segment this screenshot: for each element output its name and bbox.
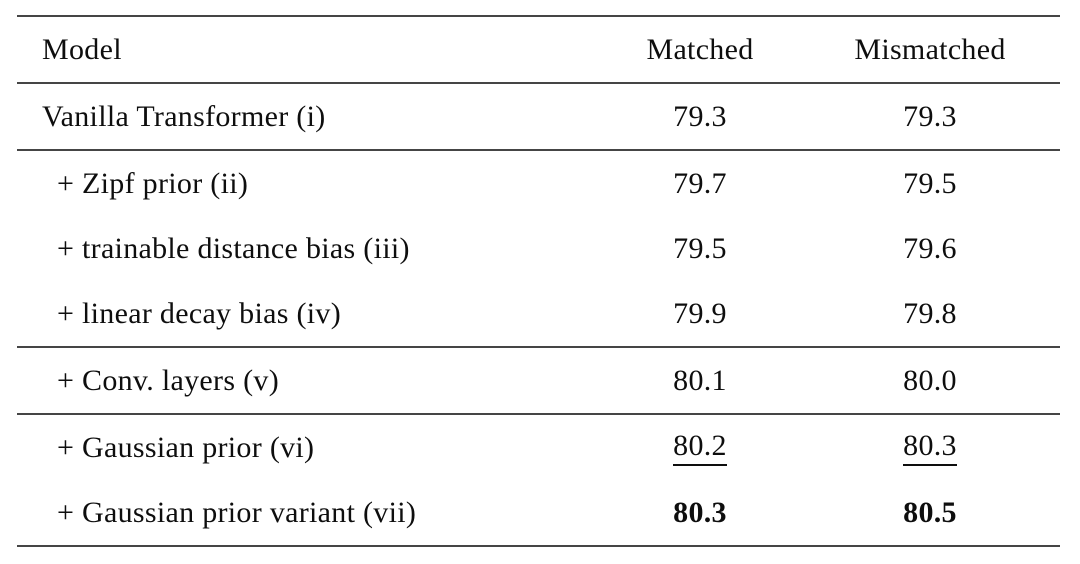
matched-cell: 80.2 xyxy=(600,429,800,466)
table-row-conv-layers: + Conv. layers (v) 80.1 80.0 xyxy=(17,348,1060,413)
model-cell: + trainable distance bias (iii) xyxy=(57,231,410,265)
table-row-gaussian-prior: + Gaussian prior (vi) 80.2 80.3 xyxy=(17,415,1060,480)
matched-cell: 79.5 xyxy=(673,231,727,265)
model-cell: + Zipf prior (ii) xyxy=(57,166,249,200)
table-row-vanilla-transformer: Vanilla Transformer (i) 79.3 79.3 xyxy=(17,84,1060,149)
table-group-rule xyxy=(17,346,1060,348)
mismatched-cell: 80.3 xyxy=(800,429,1060,466)
mismatched-cell: 80.0 xyxy=(903,363,957,397)
mismatched-cell: 79.3 xyxy=(903,99,957,133)
matched-cell: 80.1 xyxy=(673,363,727,397)
mismatched-cell: 80.5 xyxy=(800,496,1060,530)
table-row-linear-decay-bias: + linear decay bias (iv) 79.9 79.8 xyxy=(17,281,1060,346)
matched-cell: 79.9 xyxy=(673,296,727,330)
bold-value: 80.5 xyxy=(903,495,957,529)
table-header-row: Model Matched Mismatched xyxy=(17,17,1060,82)
bold-value: 80.3 xyxy=(673,495,727,529)
matched-cell: 79.7 xyxy=(673,166,727,200)
table-row-gaussian-prior-variant: + Gaussian prior variant (vii) 80.3 80.5 xyxy=(17,480,1060,545)
table-header-rule xyxy=(17,82,1060,84)
table-group-rule xyxy=(17,149,1060,151)
model-cell: Vanilla Transformer (i) xyxy=(42,99,326,133)
mismatched-cell: 79.8 xyxy=(903,296,957,330)
column-header-mismatched: Mismatched xyxy=(854,32,1006,66)
matched-cell: 80.3 xyxy=(600,496,800,530)
column-header-matched: Matched xyxy=(646,32,754,66)
model-cell: + linear decay bias (iv) xyxy=(57,296,341,330)
column-header-model: Model xyxy=(42,32,122,66)
table-bottom-rule xyxy=(17,545,1060,547)
underlined-value: 80.2 xyxy=(673,430,727,466)
table-group-rule xyxy=(17,413,1060,415)
table-top-rule xyxy=(17,15,1060,17)
mismatched-cell: 79.6 xyxy=(903,231,957,265)
results-table: Model Matched Mismatched Vanilla Transfo… xyxy=(17,15,1060,547)
underlined-value: 80.3 xyxy=(903,430,957,466)
table-row-trainable-distance-bias: + trainable distance bias (iii) 79.5 79.… xyxy=(17,216,1060,281)
matched-cell: 79.3 xyxy=(673,99,727,133)
model-cell: + Gaussian prior (vi) xyxy=(57,430,315,464)
table-row-zipf-prior: + Zipf prior (ii) 79.7 79.5 xyxy=(17,151,1060,216)
model-cell: + Conv. layers (v) xyxy=(57,363,279,397)
mismatched-cell: 79.5 xyxy=(903,166,957,200)
model-cell: + Gaussian prior variant (vii) xyxy=(57,495,417,529)
